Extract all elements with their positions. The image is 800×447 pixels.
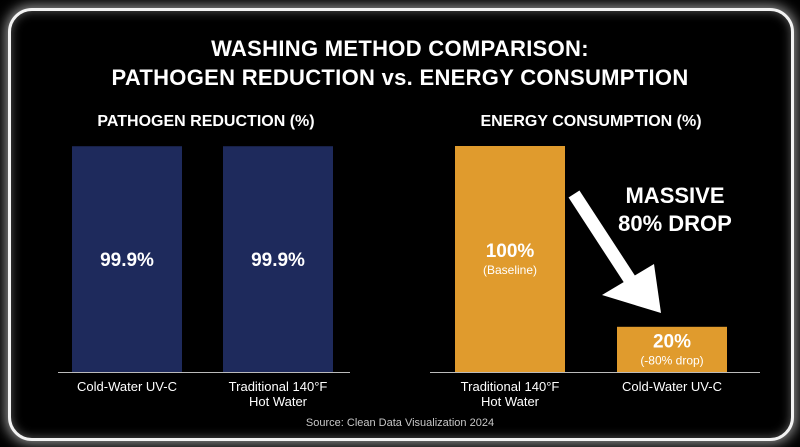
bar	[455, 146, 565, 372]
category-label: Traditional 140°F	[461, 379, 560, 394]
chart-title-line2: PATHOGEN REDUCTION vs. ENERGY CONSUMPTIO…	[111, 65, 689, 90]
category-label: Cold-Water UV-C	[622, 379, 722, 394]
category-label: Hot Water	[249, 394, 308, 409]
down-arrow-icon	[568, 190, 661, 313]
energy-chart-title: ENERGY CONSUMPTION (%)	[480, 113, 702, 130]
bar	[72, 146, 182, 372]
value-sub-label: (Baseline)	[483, 263, 537, 277]
value-label: 20%	[653, 331, 691, 352]
value-label: 99.9%	[251, 250, 305, 271]
pathogen-chart-title: PATHOGEN REDUCTION (%)	[97, 113, 315, 130]
annotation-line1: MASSIVE	[625, 183, 724, 208]
value-label: 99.9%	[100, 250, 154, 271]
value-label: 100%	[486, 241, 535, 262]
value-sub-label: (-80% drop)	[640, 353, 703, 367]
bar	[617, 326, 727, 372]
category-label: Traditional 140°F	[229, 379, 328, 394]
category-label: Hot Water	[481, 394, 540, 409]
chart-title-line1: WASHING METHOD COMPARISON:	[211, 36, 589, 61]
category-label: Cold-Water UV-C	[77, 379, 177, 394]
annotation-line2: 80% DROP	[618, 211, 732, 236]
source-note: Source: Clean Data Visualization 2024	[305, 417, 495, 429]
bar	[223, 146, 333, 372]
